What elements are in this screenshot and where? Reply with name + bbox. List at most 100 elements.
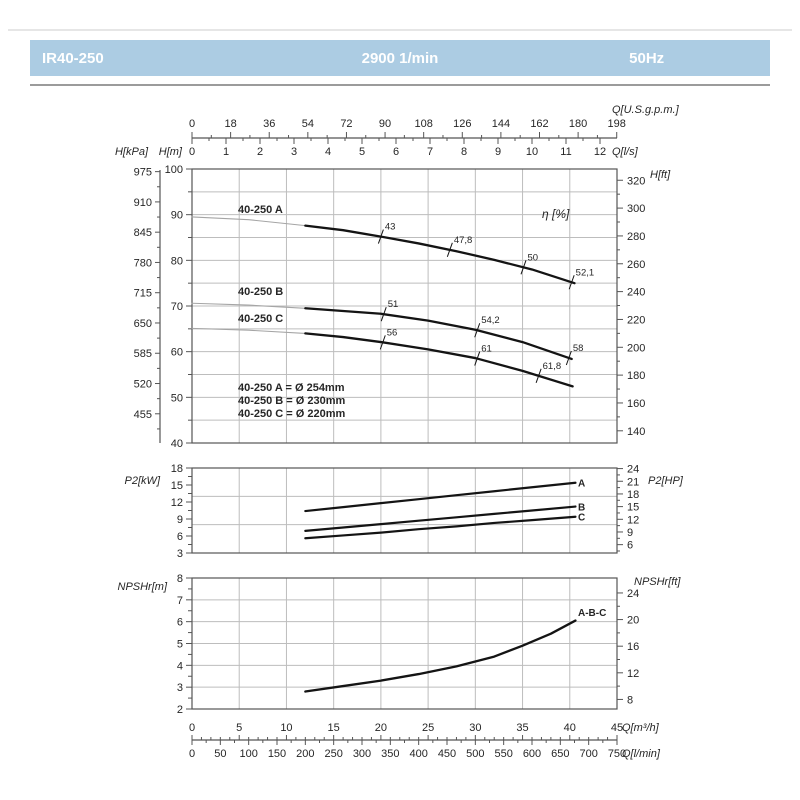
lmin-tick-label: 150 [268,748,286,760]
hq-curve-a [304,224,576,285]
ls-tick-label: 10 [526,146,538,158]
hq-curve-thin-a [191,216,306,227]
efficiency-tick [379,335,386,350]
ls-tick-label: 7 [427,146,433,158]
hm-tick-label: 100 [165,164,183,176]
gpm-tick-label: 198 [608,118,626,130]
gpm-tick-label: 0 [189,118,195,130]
npshm-tick-label: 2 [177,704,183,716]
npshft-axis-unit: NPSHr[ft] [634,576,681,588]
p2hp-axis-unit: P2[HP] [648,475,684,487]
pump-speed: 2900 1/min [361,49,439,67]
hq-curve-b [304,307,573,361]
kpa-tick-label: 910 [134,197,152,209]
hm-axis-unit: H[m] [159,146,183,158]
gpm-tick-label: 108 [414,118,432,130]
npshm-tick-label: 8 [177,573,183,585]
npshft-tick-label: 20 [627,615,639,627]
efficiency-value: 61,8 [543,361,562,372]
p2kw-tick-label: 18 [171,463,183,475]
efficiency-value: 52,1 [576,267,595,278]
gpm-axis-unit: Q[U.S.g.p.m.] [612,104,680,116]
gpm-tick-label: 162 [530,118,548,130]
m3h-axis-unit: Q[m³/h] [622,722,660,734]
lmin-tick-label: 700 [579,748,597,760]
m3h-tick-label: 10 [280,722,292,734]
eta-label: η [%] [542,207,570,221]
hm-tick-label: 90 [171,210,183,222]
hm-tick-label: 50 [171,392,183,404]
efficiency-value: 47,8 [454,235,473,246]
ls-tick-label: 12 [594,146,606,158]
ls-tick-label: 0 [189,146,195,158]
ls-tick-label: 8 [461,146,467,158]
m3h-tick-label: 30 [469,722,481,734]
kpa-tick-label: 715 [134,288,152,300]
hft-tick-label: 180 [627,370,645,382]
hft-tick-label: 200 [627,342,645,354]
efficiency-tick [568,275,575,290]
p2kw-tick-label: 6 [177,531,183,543]
kpa-tick-label: 650 [134,318,152,330]
hft-tick-label: 320 [627,175,645,187]
p2-curve-label-b: B [578,503,585,514]
npshft-tick-label: 16 [627,641,639,653]
efficiency-tick [535,368,542,383]
npshm-tick-label: 7 [177,595,183,607]
ls-tick-label: 2 [257,146,263,158]
ls-tick-label: 1 [223,146,229,158]
npshft-tick-label: 12 [627,668,639,680]
hft-tick-label: 160 [627,398,645,410]
hm-tick-label: 40 [171,438,183,450]
p2kw-tick-label: 9 [177,514,183,526]
efficiency-tick [380,307,387,322]
npsh-curve [304,619,577,693]
kpa-tick-label: 520 [134,379,152,391]
m3h-tick-label: 5 [236,722,242,734]
gpm-tick-label: 90 [379,118,391,130]
p2-curve-label-c: C [578,513,585,524]
npshft-tick-label: 24 [627,588,639,600]
npsh-curve-label: A-B-C [578,608,606,619]
npshm-tick-label: 3 [177,682,183,694]
efficiency-tick [474,351,481,366]
m3h-tick-label: 15 [328,722,340,734]
page-top-divider [8,29,792,31]
gpm-tick-label: 36 [263,118,275,130]
hq-curve-thin-b [191,302,306,309]
gpm-tick-label: 54 [302,118,314,130]
gpm-tick-label: 72 [340,118,352,130]
lmin-tick-label: 250 [324,748,342,760]
efficiency-value: 54,2 [481,315,500,326]
m3h-tick-label: 35 [516,722,528,734]
lmin-axis-unit: Q[l/min] [622,748,661,760]
ls-axis-unit: Q[l/s] [612,146,639,158]
hft-tick-label: 280 [627,231,645,243]
lmin-tick-label: 300 [353,748,371,760]
efficiency-value: 61 [481,344,492,355]
npshm-tick-label: 5 [177,639,183,651]
frequency: 50Hz [629,49,665,67]
lmin-tick-label: 400 [409,748,427,760]
efficiency-tick [474,323,481,338]
hm-tick-label: 70 [171,301,183,313]
p2-curve-label-a: A [578,479,585,490]
npshm-tick-label: 4 [177,660,183,672]
efficiency-value: 56 [387,327,398,338]
efficiency-tick [520,260,527,275]
hft-tick-label: 260 [627,259,645,271]
p2hp-tick-label: 6 [627,540,633,552]
p2hp-tick-label: 15 [627,502,639,514]
ls-tick-label: 4 [325,146,331,158]
hft-tick-label: 140 [627,426,645,438]
p2hp-tick-label: 21 [627,476,639,488]
m3h-tick-label: 25 [422,722,434,734]
efficiency-value: 51 [388,299,399,310]
p2-curve-a [304,481,577,513]
hft-tick-label: 220 [627,314,645,326]
p2-curve-c [304,515,577,540]
kpa-axis-unit: H[kPa] [115,146,149,158]
kpa-tick-label: 585 [134,348,152,360]
